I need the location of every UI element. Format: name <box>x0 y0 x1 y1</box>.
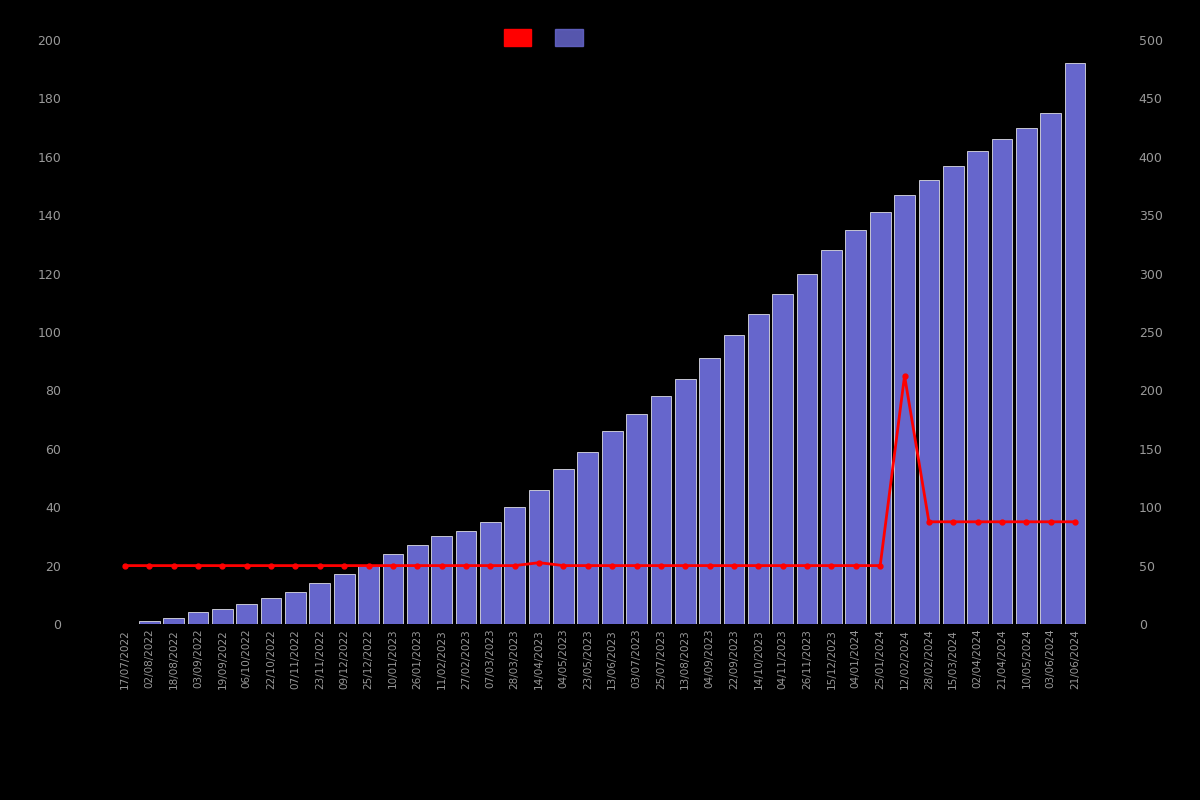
Bar <box>967 151 988 624</box>
Bar <box>310 583 330 624</box>
Bar <box>431 537 452 624</box>
Bar <box>748 314 769 624</box>
Bar <box>870 212 890 624</box>
Bar <box>187 612 209 624</box>
Bar <box>1064 63 1086 624</box>
Bar <box>797 274 817 624</box>
Bar <box>236 603 257 624</box>
Bar <box>480 522 500 624</box>
Bar <box>674 378 696 624</box>
Bar <box>456 530 476 624</box>
Bar <box>334 574 354 624</box>
Bar <box>894 194 914 624</box>
Bar <box>577 452 598 624</box>
Bar <box>286 592 306 624</box>
Bar <box>212 610 233 624</box>
Bar <box>846 230 866 624</box>
Bar <box>383 554 403 624</box>
Legend: , : , <box>498 23 595 52</box>
Bar <box>602 431 623 624</box>
Bar <box>918 180 940 624</box>
Bar <box>358 566 379 624</box>
Bar <box>139 621 160 624</box>
Bar <box>626 414 647 624</box>
Bar <box>773 294 793 624</box>
Bar <box>163 618 184 624</box>
Bar <box>553 470 574 624</box>
Bar <box>1040 113 1061 624</box>
Bar <box>821 250 842 624</box>
Bar <box>529 490 550 624</box>
Bar <box>943 166 964 624</box>
Bar <box>700 358 720 624</box>
Bar <box>724 335 744 624</box>
Bar <box>407 545 427 624</box>
Bar <box>991 139 1013 624</box>
Bar <box>650 396 671 624</box>
Bar <box>1016 127 1037 624</box>
Bar <box>504 507 526 624</box>
Bar <box>260 598 282 624</box>
